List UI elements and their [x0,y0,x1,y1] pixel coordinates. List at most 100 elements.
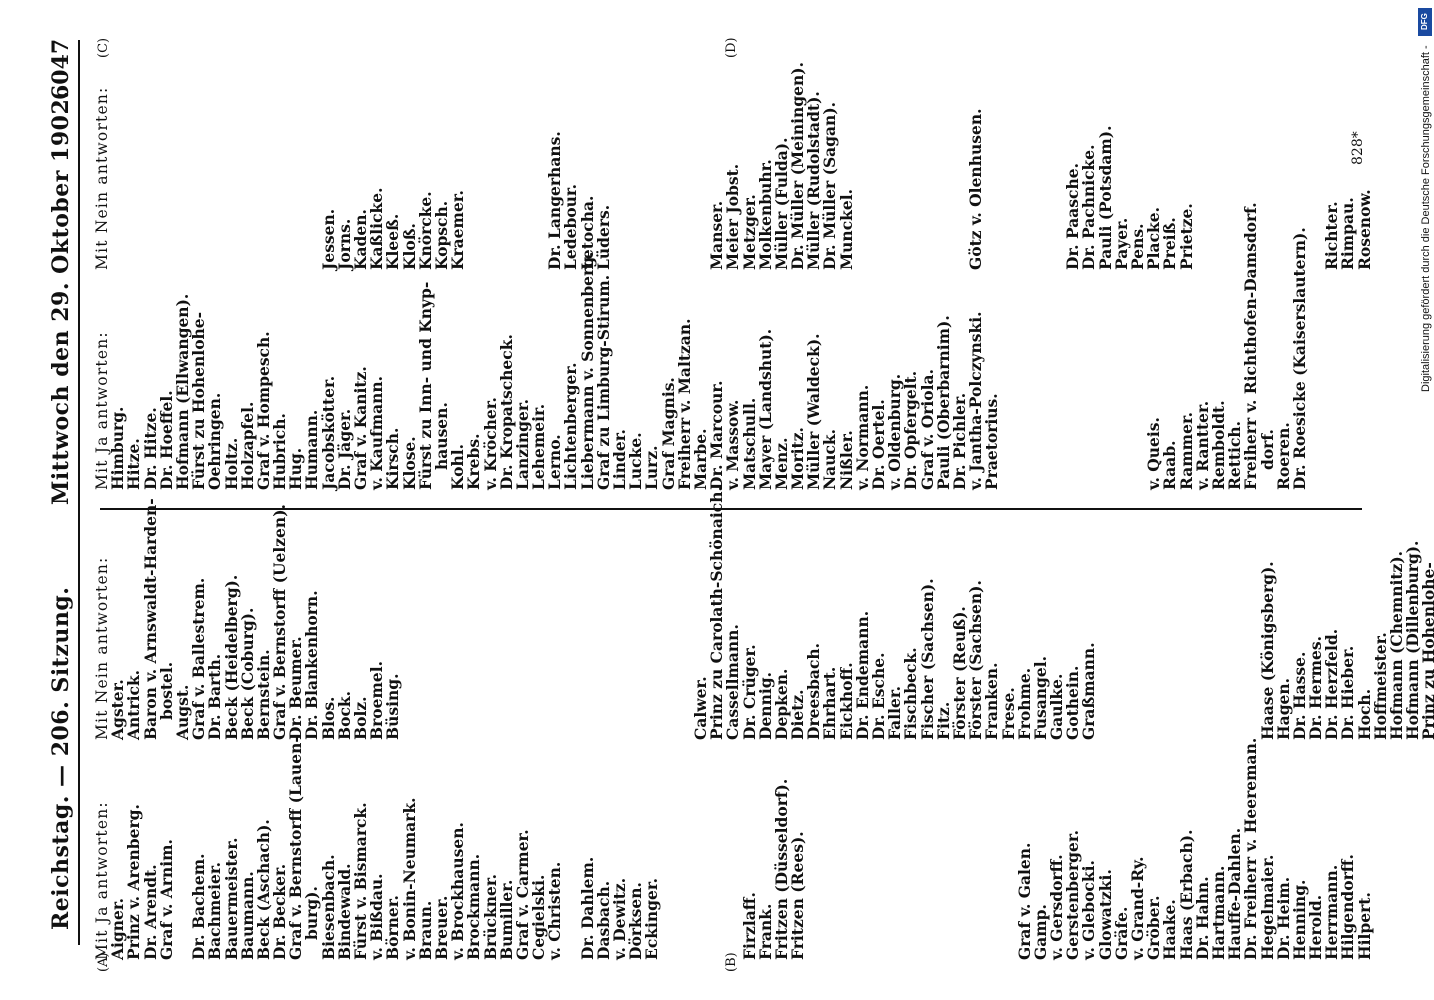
footer-number: 828* [1350,131,1366,165]
blank-line [612,486,628,740]
blank-line [952,736,968,960]
blank-line [1017,62,1033,270]
blank-line [531,486,547,740]
blank-line [920,736,936,960]
blank-line [563,486,579,740]
blank-line [984,62,1000,270]
blank-line [661,486,677,740]
blank-line [175,62,191,270]
blank-line [1130,486,1146,740]
blank-line [110,62,126,270]
name-entry: Lüders. [593,204,613,270]
blank-line [191,62,207,270]
blank-line [143,62,159,270]
blank-line [1227,62,1243,270]
blank-line [984,736,1000,960]
blank-line [256,62,272,270]
blank-line [1211,62,1227,270]
blank-line [515,486,531,740]
blank-line [871,736,887,960]
blank-line [709,736,725,960]
blank-line [968,736,984,960]
blank-line [644,486,660,740]
name-entry: Graßmann. [1079,642,1099,740]
dfg-sidebar-text: Digitalisierung gefördert durch die Deut… [1420,45,1432,392]
blank-line [224,62,240,270]
blank-line [1195,486,1211,740]
blank-line [1114,486,1130,740]
dfg-logo-text: DFG [1420,13,1429,30]
blank-line [887,62,903,270]
blank-line [628,486,644,740]
blank-line [920,62,936,270]
blank-line [515,62,531,270]
column-ja-left: Mit Ja antworten: Aigner. Prinz v. Arenbe… [93,736,1374,960]
header-left: Reichstag. — 206. Sitzung. [48,586,74,930]
column-nein-left: Mit Nein antworten: Agster. Antrick. Baron… [93,486,1434,741]
margin-mark-d: (D) [724,37,739,58]
blank-line [628,62,644,270]
header-rule [78,40,80,945]
blank-line [839,736,855,960]
name-entry: v. Christen. [545,861,565,960]
name-list: Agster. Antrick. Baron v. Arnswaldt-Harden… [108,486,1434,741]
blank-line [288,62,304,270]
name-list: Jessen. Jorns. Kaden. Kaßlicke. Kleeß. Kloß. K… [110,62,1374,270]
blank-line [483,486,499,740]
name-entry: Prietze. [1176,203,1196,270]
blank-line [1227,486,1243,740]
name-entry: Rosenow. [1354,189,1374,270]
name-entry: Prinz zu Hohenlohe- [1419,562,1434,740]
blank-line [1098,486,1114,740]
blank-line [661,736,677,960]
blank-line [1001,62,1017,270]
blank-line [499,62,515,270]
blank-line [677,62,693,270]
blank-line [855,736,871,960]
blank-line [887,736,903,960]
blank-line [677,736,693,960]
blank-line [871,62,887,270]
blank-line [1179,486,1195,740]
blank-line [547,486,563,740]
blank-line [596,486,612,740]
blank-line [466,486,482,740]
blank-line [1243,62,1259,270]
blank-line [402,486,418,740]
name-entry: Büsing. [383,673,403,741]
name-list: Aigner. Prinz v. Arenberg. Dr. Arendt. Graf… [108,736,1373,960]
blank-line [126,62,142,270]
blank-line [418,486,434,740]
blank-line [661,62,677,270]
dfg-logo: DFG [1418,8,1432,36]
blank-line [1260,62,1276,270]
header-center: Mittwoch den 29. Oktober 1902. [48,90,74,505]
column-divider [100,508,1362,510]
blank-line [272,62,288,270]
name-entry: Fritzen (Rees). [788,831,808,960]
column-nein-right: Mit Nein antworten: Jessen. Jorns. Kaden. K… [93,62,1374,270]
blank-line [499,486,515,740]
blank-line [612,62,628,270]
blank-line [855,62,871,270]
blank-line [1211,486,1227,740]
blank-line [936,736,952,960]
blank-line [207,62,223,270]
blank-line [159,62,175,270]
blank-line [483,62,499,270]
blank-line [903,62,919,270]
blank-line [240,62,256,270]
blank-line [450,486,466,740]
margin-mark-c: (C) [96,37,111,58]
blank-line [1033,62,1049,270]
blank-line [644,62,660,270]
name-entry: Graf v. Arnim. [156,839,176,960]
blank-line [1195,62,1211,270]
page-number: 6047 [48,38,74,100]
name-entry: Munckel. [836,188,856,270]
blank-line [822,736,838,960]
name-entry: Kraemer. [448,190,468,270]
blank-line [1162,486,1178,740]
blank-line [1292,62,1308,270]
blank-line [580,486,596,740]
